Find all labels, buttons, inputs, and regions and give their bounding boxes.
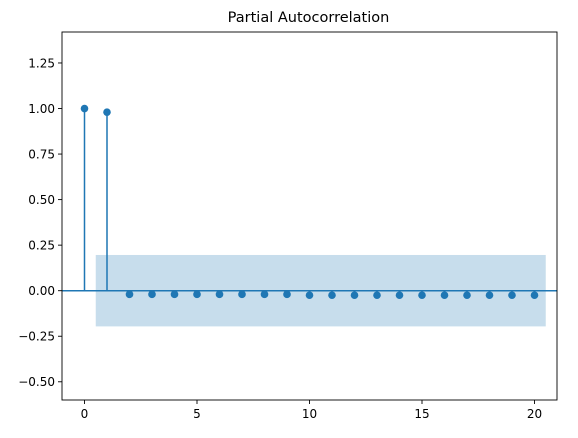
plot-area: 0 5 10 15 20 −0.50 −0.25 0.00 0.25 0.50 0.75 1.00 1.…	[18, 31, 558, 421]
marker-lag-15	[418, 291, 426, 300]
marker-lag-5	[193, 290, 201, 299]
marker-lag-19	[508, 291, 516, 300]
y-tick-label-5: 0.75	[28, 147, 55, 161]
marker-lag-18	[485, 291, 494, 300]
y-tick-label-4: 0.50	[28, 193, 55, 207]
y-tick-label-3: 0.25	[28, 238, 55, 252]
x-tick-label-5: 5	[193, 407, 201, 421]
marker-lag-3	[148, 290, 156, 299]
y-tick-label-0: −0.50	[18, 375, 55, 389]
marker-lag-1	[103, 108, 111, 116]
marker-lag-7	[238, 290, 246, 299]
marker-lag-13	[373, 291, 381, 300]
marker-lag-17	[463, 291, 471, 300]
marker-lag-11	[328, 291, 336, 300]
x-tick-label-15: 15	[414, 407, 429, 421]
marker-lag-10	[305, 291, 314, 300]
marker-lag-9	[283, 290, 291, 299]
y-tick-label-6: 1.00	[28, 102, 55, 116]
y-tick-label-1: −0.25	[18, 330, 55, 344]
marker-lag-8	[260, 290, 269, 299]
x-tick-label-0: 0	[81, 407, 89, 421]
marker-lag-6	[215, 290, 224, 299]
marker-lag-20	[530, 291, 539, 300]
x-tick-label-20: 20	[527, 407, 542, 421]
x-tick-label-10: 10	[302, 407, 317, 421]
marker-lag-2	[125, 290, 134, 299]
marker-lag-12	[350, 291, 359, 300]
y-tick-label-7: 1.25	[28, 56, 55, 70]
marker-lag-14	[395, 291, 404, 300]
marker-lag-4	[170, 290, 179, 299]
marker-lag-16	[440, 291, 449, 300]
chart-title: Partial Autocorrelation	[228, 10, 390, 26]
marker-lag-0	[80, 104, 89, 113]
y-tick-label-2: 0.00	[28, 284, 55, 298]
